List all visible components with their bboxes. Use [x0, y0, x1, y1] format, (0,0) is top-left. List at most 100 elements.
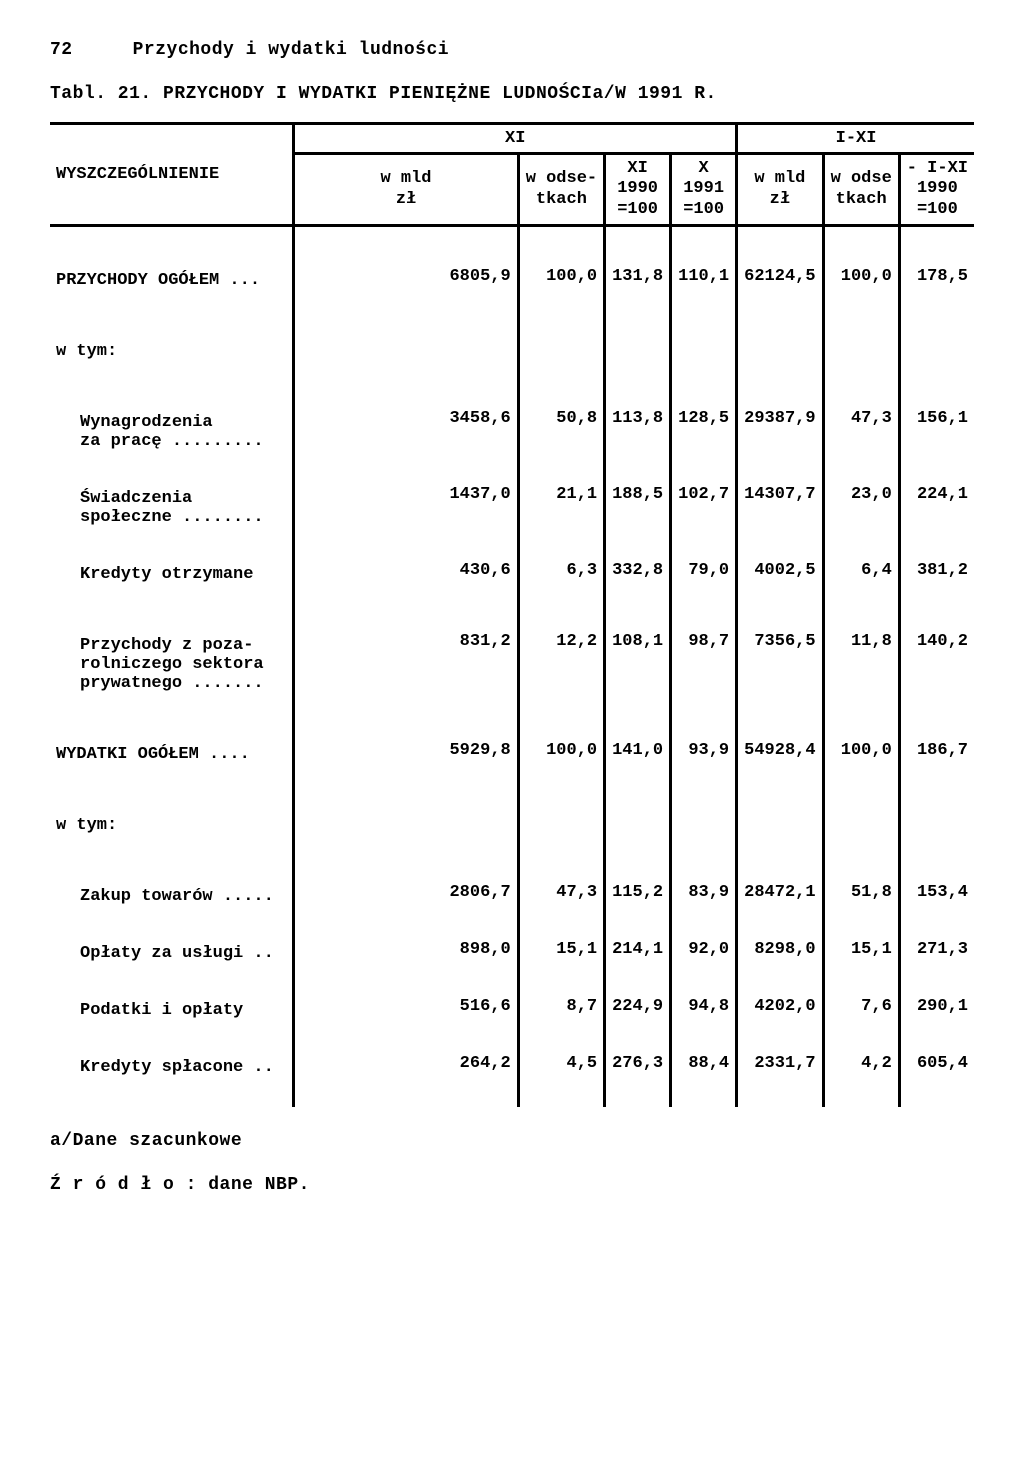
table-row: Kredyty spłacone ..264,24,5276,388,42331… [50, 1050, 974, 1085]
cell-value [518, 334, 604, 369]
cell-value: 54928,4 [737, 737, 823, 772]
cell-value: 88,4 [671, 1050, 737, 1085]
cell-value: 831,2 [294, 628, 518, 701]
cell-value: 4,5 [518, 1050, 604, 1085]
cell-value: 2806,7 [294, 879, 518, 914]
table-title: Tabl. 21. PRZYCHODY I WYDATKI PIENIĘŻNE … [50, 84, 974, 104]
col-header-2: w odse- tkach [518, 154, 604, 226]
cell-value [823, 808, 899, 843]
cell-value: 6805,9 [294, 263, 518, 298]
cell-value: 7,6 [823, 993, 899, 1028]
cell-value: 276,3 [605, 1050, 671, 1085]
cell-value: 3458,6 [294, 405, 518, 459]
cell-value: 898,0 [294, 936, 518, 971]
row-label: Podatki i opłaty [50, 993, 294, 1028]
cell-value: 178,5 [899, 263, 974, 298]
cell-value: 108,1 [605, 628, 671, 701]
cell-value: 1437,0 [294, 481, 518, 535]
cell-value: 381,2 [899, 557, 974, 592]
cell-value: 94,8 [671, 993, 737, 1028]
row-label: Wynagrodzenia za pracę ......... [50, 405, 294, 459]
table-row: Zakup towarów .....2806,747,3115,283,928… [50, 879, 974, 914]
cell-value: 50,8 [518, 405, 604, 459]
cell-value: 51,8 [823, 879, 899, 914]
cell-value: 115,2 [605, 879, 671, 914]
cell-value: 102,7 [671, 481, 737, 535]
table-row: w tym: [50, 334, 974, 369]
cell-value: 110,1 [671, 263, 737, 298]
cell-value: 92,0 [671, 936, 737, 971]
cell-value: 14307,7 [737, 481, 823, 535]
cell-value: 15,1 [518, 936, 604, 971]
cell-value: 47,3 [518, 879, 604, 914]
cell-value: 79,0 [671, 557, 737, 592]
row-label: Zakup towarów ..... [50, 879, 294, 914]
cell-value: 224,9 [605, 993, 671, 1028]
header-span-ixi: I-XI [737, 125, 974, 154]
col-header-label: WYSZCZEGÓLNIENIE [50, 125, 294, 226]
footnote-source: Ź r ó d ł o : dane NBP. [50, 1175, 974, 1195]
cell-value: 11,8 [823, 628, 899, 701]
page-number: 72 [50, 40, 73, 60]
table-row: Przychody z poza- rolniczego sektora pry… [50, 628, 974, 701]
cell-value: 100,0 [518, 263, 604, 298]
col-header-6: w odse tkach [823, 154, 899, 226]
cell-value: 28472,1 [737, 879, 823, 914]
cell-value: 62124,5 [737, 263, 823, 298]
cell-value: 224,1 [899, 481, 974, 535]
cell-value [899, 334, 974, 369]
table-row: Podatki i opłaty516,68,7224,994,84202,07… [50, 993, 974, 1028]
table-row: PRZYCHODY OGÓŁEM ...6805,9100,0131,8110,… [50, 263, 974, 298]
cell-value: 4,2 [823, 1050, 899, 1085]
cell-value: 23,0 [823, 481, 899, 535]
cell-value: 156,1 [899, 405, 974, 459]
cell-value [899, 808, 974, 843]
cell-value: 100,0 [518, 737, 604, 772]
col-header-5: w mld zł [737, 154, 823, 226]
row-label: w tym: [50, 808, 294, 843]
cell-value: 6,4 [823, 557, 899, 592]
cell-value: 4202,0 [737, 993, 823, 1028]
cell-value: 98,7 [671, 628, 737, 701]
cell-value: 430,6 [294, 557, 518, 592]
cell-value: 153,4 [899, 879, 974, 914]
data-table: WYSZCZEGÓLNIENIE XI I-XI w mld zł w odse… [50, 122, 974, 1107]
table-row: Świadczenia społeczne ........1437,021,1… [50, 481, 974, 535]
cell-value: 271,3 [899, 936, 974, 971]
cell-value: 12,2 [518, 628, 604, 701]
row-label: Opłaty za usługi .. [50, 936, 294, 971]
cell-value: 100,0 [823, 737, 899, 772]
cell-value: 4002,5 [737, 557, 823, 592]
col-header-4: X 1991 =100 [671, 154, 737, 226]
cell-value: 21,1 [518, 481, 604, 535]
cell-value [518, 808, 604, 843]
cell-value: 214,1 [605, 936, 671, 971]
row-label: Kredyty otrzymane [50, 557, 294, 592]
col-header-3: XI 1990 =100 [605, 154, 671, 226]
cell-value [605, 808, 671, 843]
row-label: w tym: [50, 334, 294, 369]
table-row: w tym: [50, 808, 974, 843]
cell-value: 83,9 [671, 879, 737, 914]
cell-value: 29387,9 [737, 405, 823, 459]
cell-value: 93,9 [671, 737, 737, 772]
cell-value: 6,3 [518, 557, 604, 592]
cell-value: 100,0 [823, 263, 899, 298]
cell-value [294, 808, 518, 843]
cell-value: 8,7 [518, 993, 604, 1028]
page-header: 72 Przychody i wydatki ludności [50, 40, 974, 60]
table-row: Wynagrodzenia za pracę .........3458,650… [50, 405, 974, 459]
cell-value: 5929,8 [294, 737, 518, 772]
row-label: WYDATKI OGÓŁEM .... [50, 737, 294, 772]
table-row: Opłaty za usługi ..898,015,1214,192,0829… [50, 936, 974, 971]
cell-value: 605,4 [899, 1050, 974, 1085]
cell-value [671, 808, 737, 843]
footnote-a: a/Dane szacunkowe [50, 1131, 974, 1151]
cell-value: 186,7 [899, 737, 974, 772]
cell-value: 188,5 [605, 481, 671, 535]
cell-value: 47,3 [823, 405, 899, 459]
cell-value [605, 334, 671, 369]
header-span-xi: XI [294, 125, 737, 154]
cell-value: 516,6 [294, 993, 518, 1028]
cell-value: 8298,0 [737, 936, 823, 971]
